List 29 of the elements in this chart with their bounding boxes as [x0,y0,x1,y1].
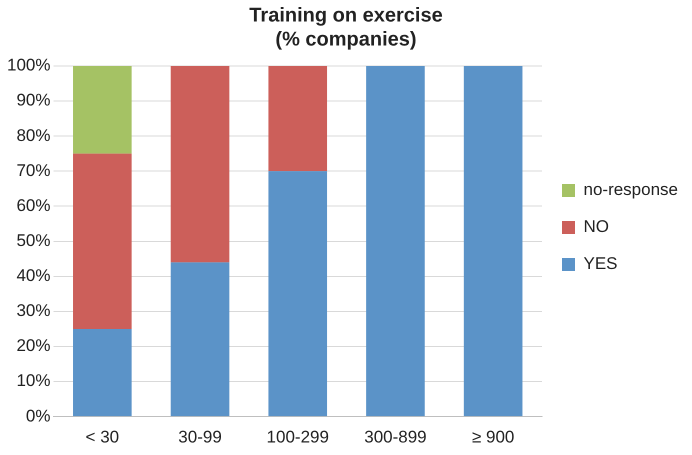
y-tick-label: 50% [16,230,50,250]
y-tick-label: 0% [26,406,50,426]
x-tick-label: ≥ 900 [472,427,514,446]
y-tick-label: 10% [16,371,50,390]
x-tick-label: 30-99 [178,427,222,446]
y-tick-label: 70% [16,160,50,180]
legend-label: YES [583,254,618,274]
bar [268,171,328,416]
x-tick-label: 300-899 [364,427,427,446]
x-tick-label: 100-299 [266,427,329,446]
y-tick-label: 20% [16,336,50,356]
legend-label: no-response [583,180,678,200]
y-tick-label: 80% [16,126,50,145]
y-tick-label: 40% [16,266,50,286]
y-tick-label: 60% [16,196,50,215]
bar [366,66,425,416]
y-tick-label: 90% [16,90,50,110]
chart-title: Training on exercise (% companies) [249,4,443,51]
legend-label: NO [583,217,609,236]
bar [73,154,132,329]
bar [170,66,230,262]
bar [73,328,132,416]
bar [268,66,328,172]
y-tick-label: 100% [6,56,50,75]
bar [170,262,230,416]
y-tick-label: 30% [16,301,50,320]
bar [73,66,132,154]
bar [464,66,522,416]
x-tick-label: < 30 [86,427,120,446]
